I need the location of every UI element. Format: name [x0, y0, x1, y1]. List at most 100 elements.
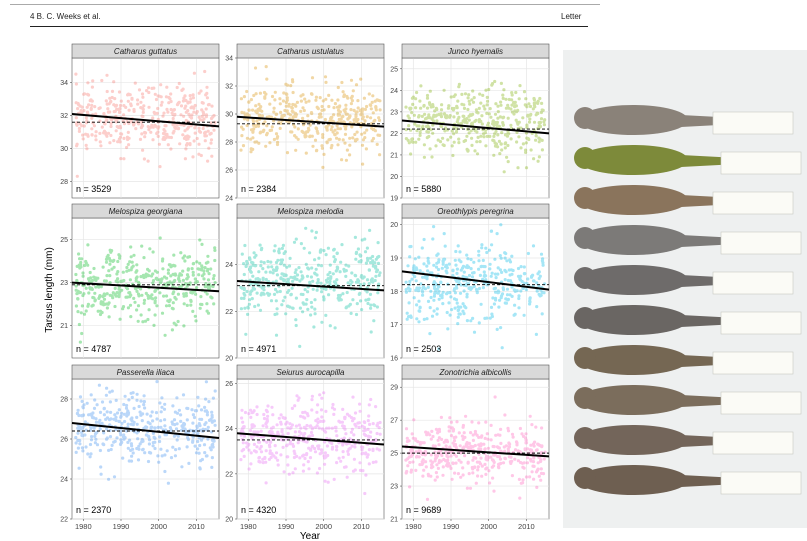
data-point: [437, 429, 442, 434]
data-point: [78, 122, 82, 126]
data-point: [252, 409, 256, 413]
data-point: [126, 92, 131, 96]
data-point: [407, 141, 411, 145]
data-point: [291, 306, 295, 310]
data-point: [457, 141, 461, 145]
data-point: [442, 88, 446, 92]
data-point: [337, 105, 341, 109]
n-label: n = 4971: [241, 344, 276, 354]
data-point: [477, 447, 481, 451]
data-point: [77, 322, 81, 327]
data-point: [108, 293, 112, 297]
data-point: [409, 448, 413, 452]
data-point: [149, 125, 153, 129]
data-point: [280, 261, 284, 265]
data-point: [279, 110, 283, 114]
data-point: [205, 302, 209, 306]
data-point: [163, 402, 167, 406]
panel-frame: [71, 57, 220, 199]
data-point: [543, 118, 547, 122]
data-point: [537, 276, 541, 281]
data-point: [362, 282, 366, 286]
data-point: [118, 431, 122, 435]
data-point: [182, 292, 186, 296]
data-point: [526, 114, 530, 118]
data-point: [300, 274, 304, 278]
data-point: [117, 110, 122, 114]
data-point: [206, 437, 210, 441]
data-point: [311, 287, 315, 291]
data-point: [447, 104, 451, 108]
data-point: [116, 277, 120, 281]
data-point: [490, 312, 494, 316]
data-point: [355, 120, 359, 124]
data-point: [353, 235, 357, 239]
data-point: [353, 422, 357, 426]
data-point: [140, 419, 144, 423]
data-point: [244, 332, 248, 336]
data-point: [90, 103, 94, 107]
data-point: [141, 95, 145, 99]
data-point: [209, 417, 213, 421]
data-point: [90, 278, 94, 283]
bird-specimen: [574, 185, 794, 215]
data-point: [142, 394, 146, 398]
data-point: [408, 279, 412, 284]
data-point: [270, 426, 274, 430]
data-point: [242, 447, 246, 452]
data-point: [344, 269, 348, 273]
data-point: [99, 301, 103, 305]
data-point: [250, 289, 254, 293]
data-point: [541, 257, 545, 261]
data-point: [275, 423, 279, 427]
data-point: [405, 311, 409, 315]
data-point: [128, 291, 132, 295]
data-point: [105, 427, 109, 431]
data-point: [99, 472, 103, 476]
data-point: [113, 109, 117, 113]
data-point: [459, 305, 463, 309]
data-point: [479, 442, 483, 446]
data-point: [405, 439, 409, 444]
data-point: [138, 137, 143, 141]
data-point: [365, 115, 369, 119]
data-point: [483, 273, 487, 277]
data-point: [525, 105, 529, 109]
data-point: [415, 286, 419, 290]
data-point: [517, 275, 521, 279]
data-point: [212, 438, 216, 442]
data-point: [404, 471, 408, 475]
data-point: [245, 259, 249, 264]
data-point: [368, 228, 372, 232]
data-point: [280, 428, 284, 432]
data-point: [332, 255, 336, 259]
data-point: [328, 324, 332, 328]
data-point: [76, 291, 80, 295]
data-point: [313, 236, 317, 240]
data-point: [203, 427, 208, 432]
data-point: [172, 253, 176, 257]
data-point: [203, 422, 207, 427]
data-point: [240, 125, 244, 129]
data-point: [488, 267, 492, 271]
data-point: [119, 438, 123, 442]
data-point: [524, 166, 529, 170]
data-point: [485, 95, 489, 99]
data-point: [273, 268, 278, 273]
data-point: [304, 440, 308, 444]
data-point: [265, 291, 270, 295]
data-point: [110, 95, 114, 100]
data-point: [291, 471, 295, 475]
data-point: [104, 260, 109, 264]
data-point: [515, 289, 519, 293]
data-point: [359, 275, 363, 279]
data-point: [377, 116, 381, 120]
data-point: [348, 136, 352, 140]
data-point: [498, 433, 502, 437]
data-point: [365, 104, 369, 109]
data-point: [117, 287, 121, 291]
data-point: [177, 126, 181, 130]
data-point: [94, 276, 98, 280]
data-point: [441, 143, 445, 147]
data-point: [114, 279, 118, 283]
